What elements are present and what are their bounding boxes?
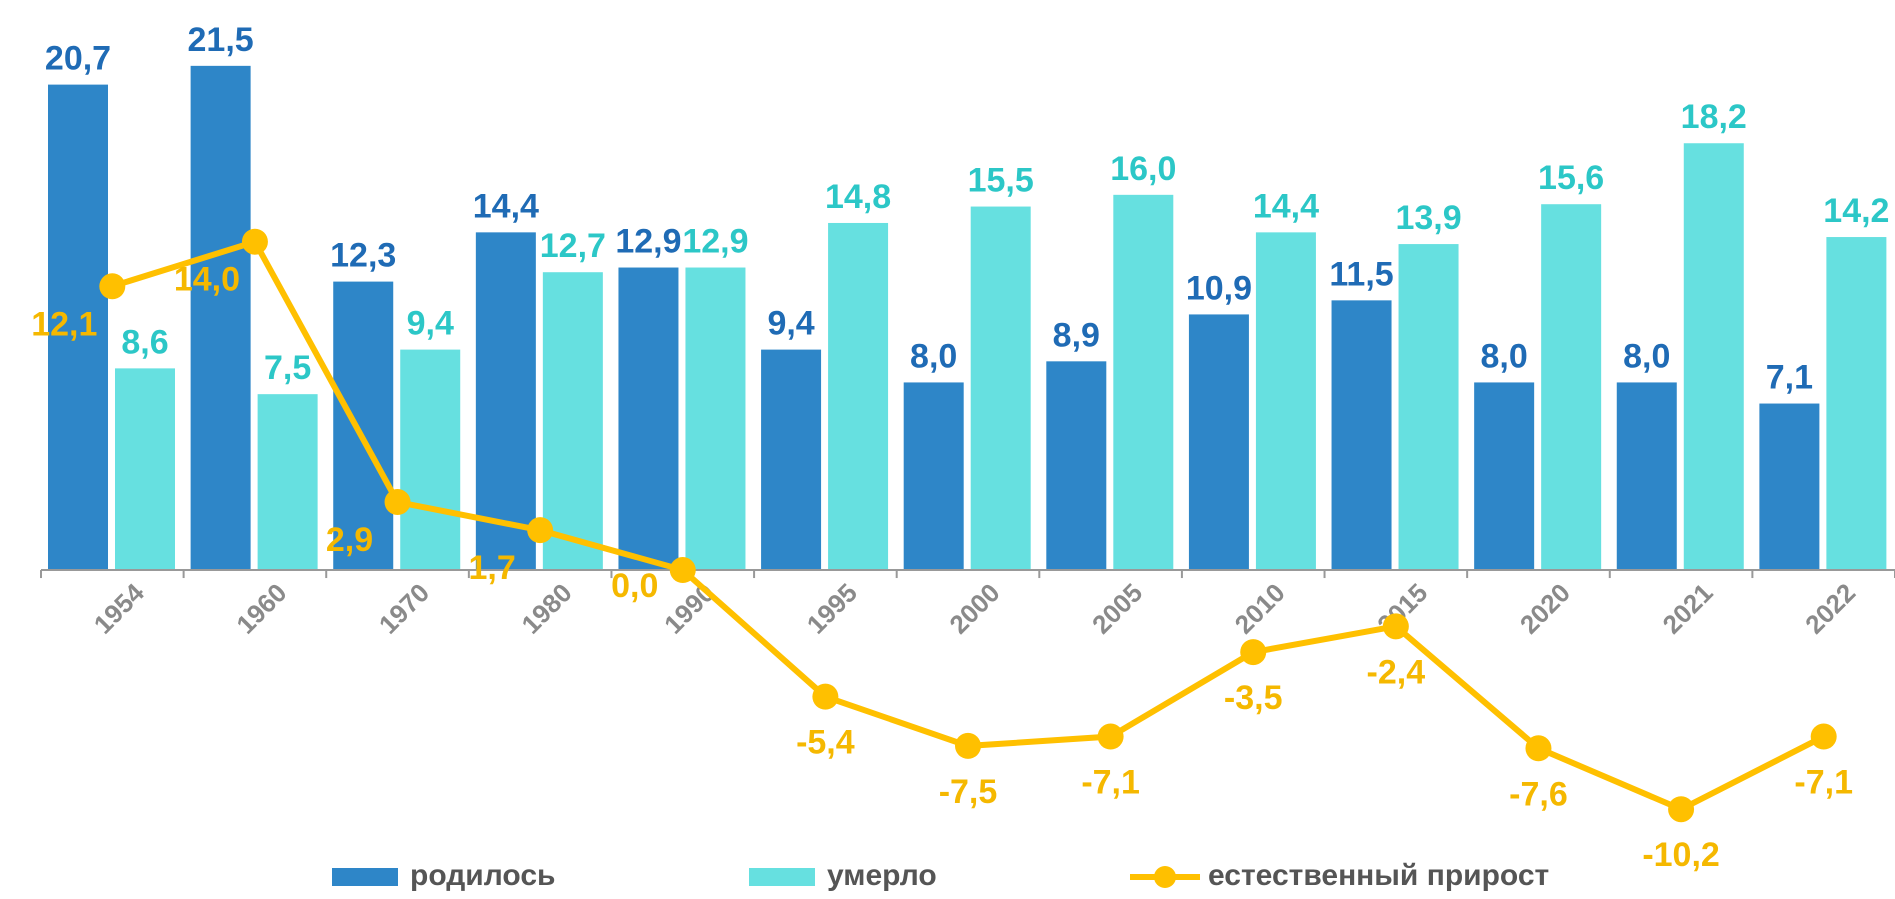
bar-value-label: 18,2 <box>1681 98 1747 136</box>
bar <box>685 267 746 571</box>
line-point <box>99 273 126 300</box>
x-tick-label: 1980 <box>516 577 578 639</box>
line-point <box>1240 639 1267 666</box>
line-point <box>1382 613 1409 640</box>
legend-marker <box>1154 866 1176 888</box>
legend-swatch <box>332 868 398 886</box>
bar <box>190 65 251 571</box>
legend-label: умерло <box>827 859 937 892</box>
line-value-label: -5,4 <box>796 724 855 762</box>
bar-value-label: 9,4 <box>407 305 454 343</box>
line-point <box>527 517 554 544</box>
bar-value-label: 15,5 <box>968 162 1034 200</box>
bar <box>1331 300 1392 571</box>
bar-value-label: 8,0 <box>910 337 957 375</box>
line-value-label: 2,9 <box>326 521 373 559</box>
bar-value-label: 7,1 <box>1766 359 1813 397</box>
line-value-label: -2,4 <box>1367 653 1426 691</box>
line-point <box>812 683 839 710</box>
line-value-label: -7,1 <box>1081 764 1140 802</box>
bar-value-label: 12,7 <box>540 227 606 265</box>
bar <box>828 222 889 571</box>
bar <box>257 394 318 571</box>
bar-value-label: 14,4 <box>1253 187 1319 225</box>
line-point <box>241 228 268 255</box>
bar-value-label: 20,7 <box>45 40 111 78</box>
x-tick-label: 2005 <box>1086 577 1148 639</box>
bar <box>115 368 175 571</box>
bar-value-label: 14,8 <box>825 178 891 216</box>
bar <box>542 272 603 571</box>
x-tick-label: 1954 <box>88 577 150 639</box>
legend-label: естественный прирост <box>1208 859 1549 892</box>
x-tick-label: 2021 <box>1657 577 1719 639</box>
bar-value-label: 12,9 <box>615 223 681 261</box>
bar <box>1826 237 1887 571</box>
line-point <box>1810 723 1837 750</box>
line-point <box>1668 796 1695 823</box>
bar <box>1541 204 1602 571</box>
line-value-label: 1,7 <box>469 549 516 587</box>
bar-value-label: 12,9 <box>682 223 748 261</box>
x-tick-label: 1960 <box>230 577 292 639</box>
line-value-label: 14,0 <box>174 261 240 299</box>
bar <box>1188 314 1249 571</box>
line-value-label: 12,1 <box>31 305 97 343</box>
line-point <box>669 557 696 584</box>
bar-value-label: 12,3 <box>330 237 396 275</box>
bar <box>1046 361 1107 571</box>
line-value-label: -3,5 <box>1224 679 1283 717</box>
bar-value-label: 11,5 <box>1329 255 1393 293</box>
line-point <box>1525 735 1552 762</box>
legend-label: родилось <box>410 859 555 892</box>
bar-value-label: 8,0 <box>1481 337 1528 375</box>
bar-value-label: 14,2 <box>1823 192 1889 230</box>
line-value-label: -7,6 <box>1509 775 1568 813</box>
bar-value-label: 8,9 <box>1053 316 1100 354</box>
line-value-label: 0,0 <box>611 567 658 605</box>
bar-value-label: 9,4 <box>767 305 814 343</box>
bar-value-label: 16,0 <box>1110 150 1176 188</box>
legend-swatch <box>749 868 815 886</box>
bar-value-label: 8,6 <box>121 323 168 361</box>
bar <box>1474 382 1535 571</box>
line-value-label: -7,1 <box>1794 764 1853 802</box>
x-tick-label: 1995 <box>801 577 863 639</box>
bar <box>903 382 964 571</box>
line-value-label: -10,2 <box>1642 836 1720 874</box>
line-point <box>384 489 411 516</box>
bar-value-label: 13,9 <box>1395 199 1461 237</box>
x-tick-label: 2000 <box>943 577 1005 639</box>
x-tick-label: 1990 <box>658 577 720 639</box>
x-tick-label: 2020 <box>1514 577 1576 639</box>
x-tick-label: 1970 <box>373 577 435 639</box>
bar <box>618 267 679 571</box>
line-point <box>955 732 981 759</box>
line-value-label: -7,5 <box>939 773 998 811</box>
bar <box>48 84 108 571</box>
bar <box>970 206 1031 571</box>
bar <box>761 349 822 571</box>
bar-value-label: 10,9 <box>1186 269 1252 307</box>
bar <box>475 232 536 571</box>
bar <box>1255 232 1316 571</box>
bar <box>333 281 394 571</box>
bar <box>1398 244 1459 571</box>
x-tick-label: 2010 <box>1229 577 1291 639</box>
bar-value-label: 14,4 <box>473 187 539 225</box>
x-tick-label: 2022 <box>1799 577 1861 639</box>
bar-value-label: 21,5 <box>188 21 254 59</box>
bar-value-label: 8,0 <box>1623 337 1670 375</box>
line-point <box>1097 723 1124 750</box>
bar-value-label: 7,5 <box>264 349 311 387</box>
bar <box>1683 143 1744 571</box>
bar <box>400 349 461 571</box>
bar <box>1616 382 1677 571</box>
bar <box>1113 194 1174 571</box>
bar-value-label: 15,6 <box>1538 159 1604 197</box>
bar <box>1759 403 1820 571</box>
